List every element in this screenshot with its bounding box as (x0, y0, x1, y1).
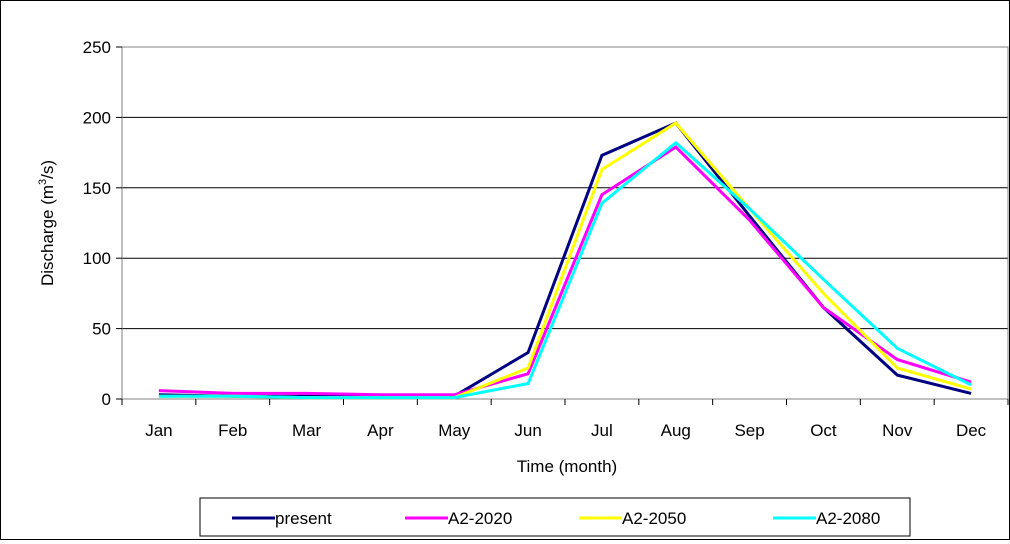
y-axis-label-suffix: /s) (38, 160, 57, 179)
x-axis-ticks: Jan Feb Mar Apr May Jun Jul Aug Sep Oct Nov Dec (121, 399, 1009, 440)
x-tick-label-oct: Oct (810, 421, 837, 440)
x-tick-label-apr: Apr (367, 421, 394, 440)
x-tick-label-nov: Nov (882, 421, 913, 440)
legend-label-a2-2020: A2-2020 (448, 509, 512, 528)
series-line-present (158, 121, 972, 398)
y-tick-label: 150 (83, 179, 111, 198)
series-line-a2-2050 (158, 121, 972, 400)
y-axis-label-prefix: Discharge (m (38, 185, 57, 286)
y-axis-label: Discharge (m3/s) (37, 160, 57, 286)
y-tick-label: 250 (83, 38, 111, 57)
y-axis-ticks: 0 50 100 150 200 250 (83, 38, 122, 409)
x-tick-label-mar: Mar (292, 421, 322, 440)
y-tick-label: 100 (83, 249, 111, 268)
y-tick-label: 200 (83, 108, 111, 127)
x-tick-label-jan: Jan (145, 421, 172, 440)
x-tick-label-aug: Aug (661, 421, 691, 440)
legend: present A2-2020 A2-2050 A2-2080 (199, 497, 911, 537)
x-tick-label-dec: Dec (956, 421, 987, 440)
x-tick-label-may: May (438, 421, 471, 440)
legend-label-a2-2080: A2-2080 (816, 509, 880, 528)
x-tick-label-feb: Feb (218, 421, 247, 440)
series-line-a2-2020 (158, 145, 972, 397)
series-line-a2-2080 (158, 140, 972, 400)
x-tick-label-jul: Jul (591, 421, 613, 440)
x-tick-label-sep: Sep (734, 421, 764, 440)
legend-label-present: present (275, 509, 332, 528)
legend-label-a2-2050: A2-2050 (622, 509, 686, 528)
y-tick-label: 0 (102, 390, 111, 409)
x-axis-label: Time (month) (517, 457, 617, 476)
y-axis-label-sup: 3 (37, 179, 49, 185)
y-tick-label: 50 (92, 320, 111, 339)
series-lines (158, 121, 972, 400)
x-tick-label-jun: Jun (514, 421, 541, 440)
